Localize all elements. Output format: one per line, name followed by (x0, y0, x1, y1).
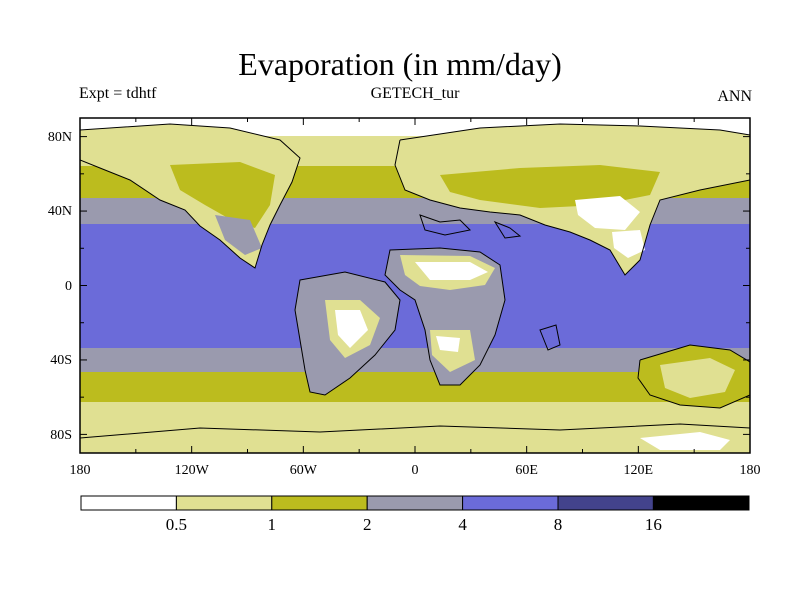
colorbar-label-0-5: 0.5 (166, 515, 187, 534)
south-america-desert (335, 310, 368, 348)
australia-interior (660, 358, 735, 398)
colorbar-label-4: 4 (458, 515, 467, 534)
x-tick-60e: 60E (515, 463, 538, 478)
north-america-sw (215, 215, 262, 255)
sahara-desert (415, 262, 488, 280)
colorbar-bin-3 (271, 495, 368, 511)
coastlines (80, 123, 750, 439)
colorbar-label-8: 8 (554, 515, 563, 534)
colorbar-bin-1 (80, 495, 177, 511)
y-tick-40s: 40S (50, 353, 72, 368)
antarctica-plateau (640, 432, 730, 450)
experiment-label: Expt = tdhtf (79, 85, 157, 102)
x-tick-120e: 120E (624, 463, 654, 478)
x-tick-120w: 120W (175, 463, 210, 478)
colorbar: 0.5 1 2 4 8 16 (80, 495, 750, 534)
colorbar-bin-2 (175, 495, 273, 511)
x-tick-0: 0 (412, 463, 419, 478)
y-tick-80s: 80S (50, 428, 72, 443)
colorbar-bin-4 (366, 495, 464, 511)
colorbar-bin-6 (557, 495, 654, 511)
colorbar-label-2: 2 (363, 515, 372, 534)
band-subtrop-south (80, 348, 750, 372)
y-tick-40n: 40N (48, 204, 72, 219)
axis-ticks (79, 118, 751, 453)
north-america-interior (170, 162, 275, 228)
plot-title: Evaporation (in mm/day) (238, 46, 562, 82)
x-axis-labels: 180 120W 60W 0 60E 120E 180 (70, 463, 761, 478)
colorbar-label-16: 16 (645, 515, 662, 534)
season-label: ANN (717, 88, 752, 105)
colorbar-label-1: 1 (268, 515, 277, 534)
map-field (80, 118, 750, 453)
x-tick-180e: 180 (740, 463, 761, 478)
kalahari-desert (436, 336, 460, 352)
x-tick-60w: 60W (290, 463, 318, 478)
antarctica-land (80, 424, 750, 453)
colorbar-bin-5 (462, 495, 559, 511)
x-tick-180w: 180 (70, 463, 91, 478)
eurasia-steppe (440, 165, 660, 208)
dataset-label: GETECH_tur (370, 85, 460, 102)
tibet-desert (612, 230, 645, 258)
central-asia-desert (575, 196, 640, 230)
colorbar-bin-7 (652, 495, 750, 511)
y-tick-0: 0 (65, 279, 72, 294)
y-axis-labels: 80N 40N 0 40S 80S (48, 130, 72, 443)
y-tick-80n: 80N (48, 130, 72, 145)
